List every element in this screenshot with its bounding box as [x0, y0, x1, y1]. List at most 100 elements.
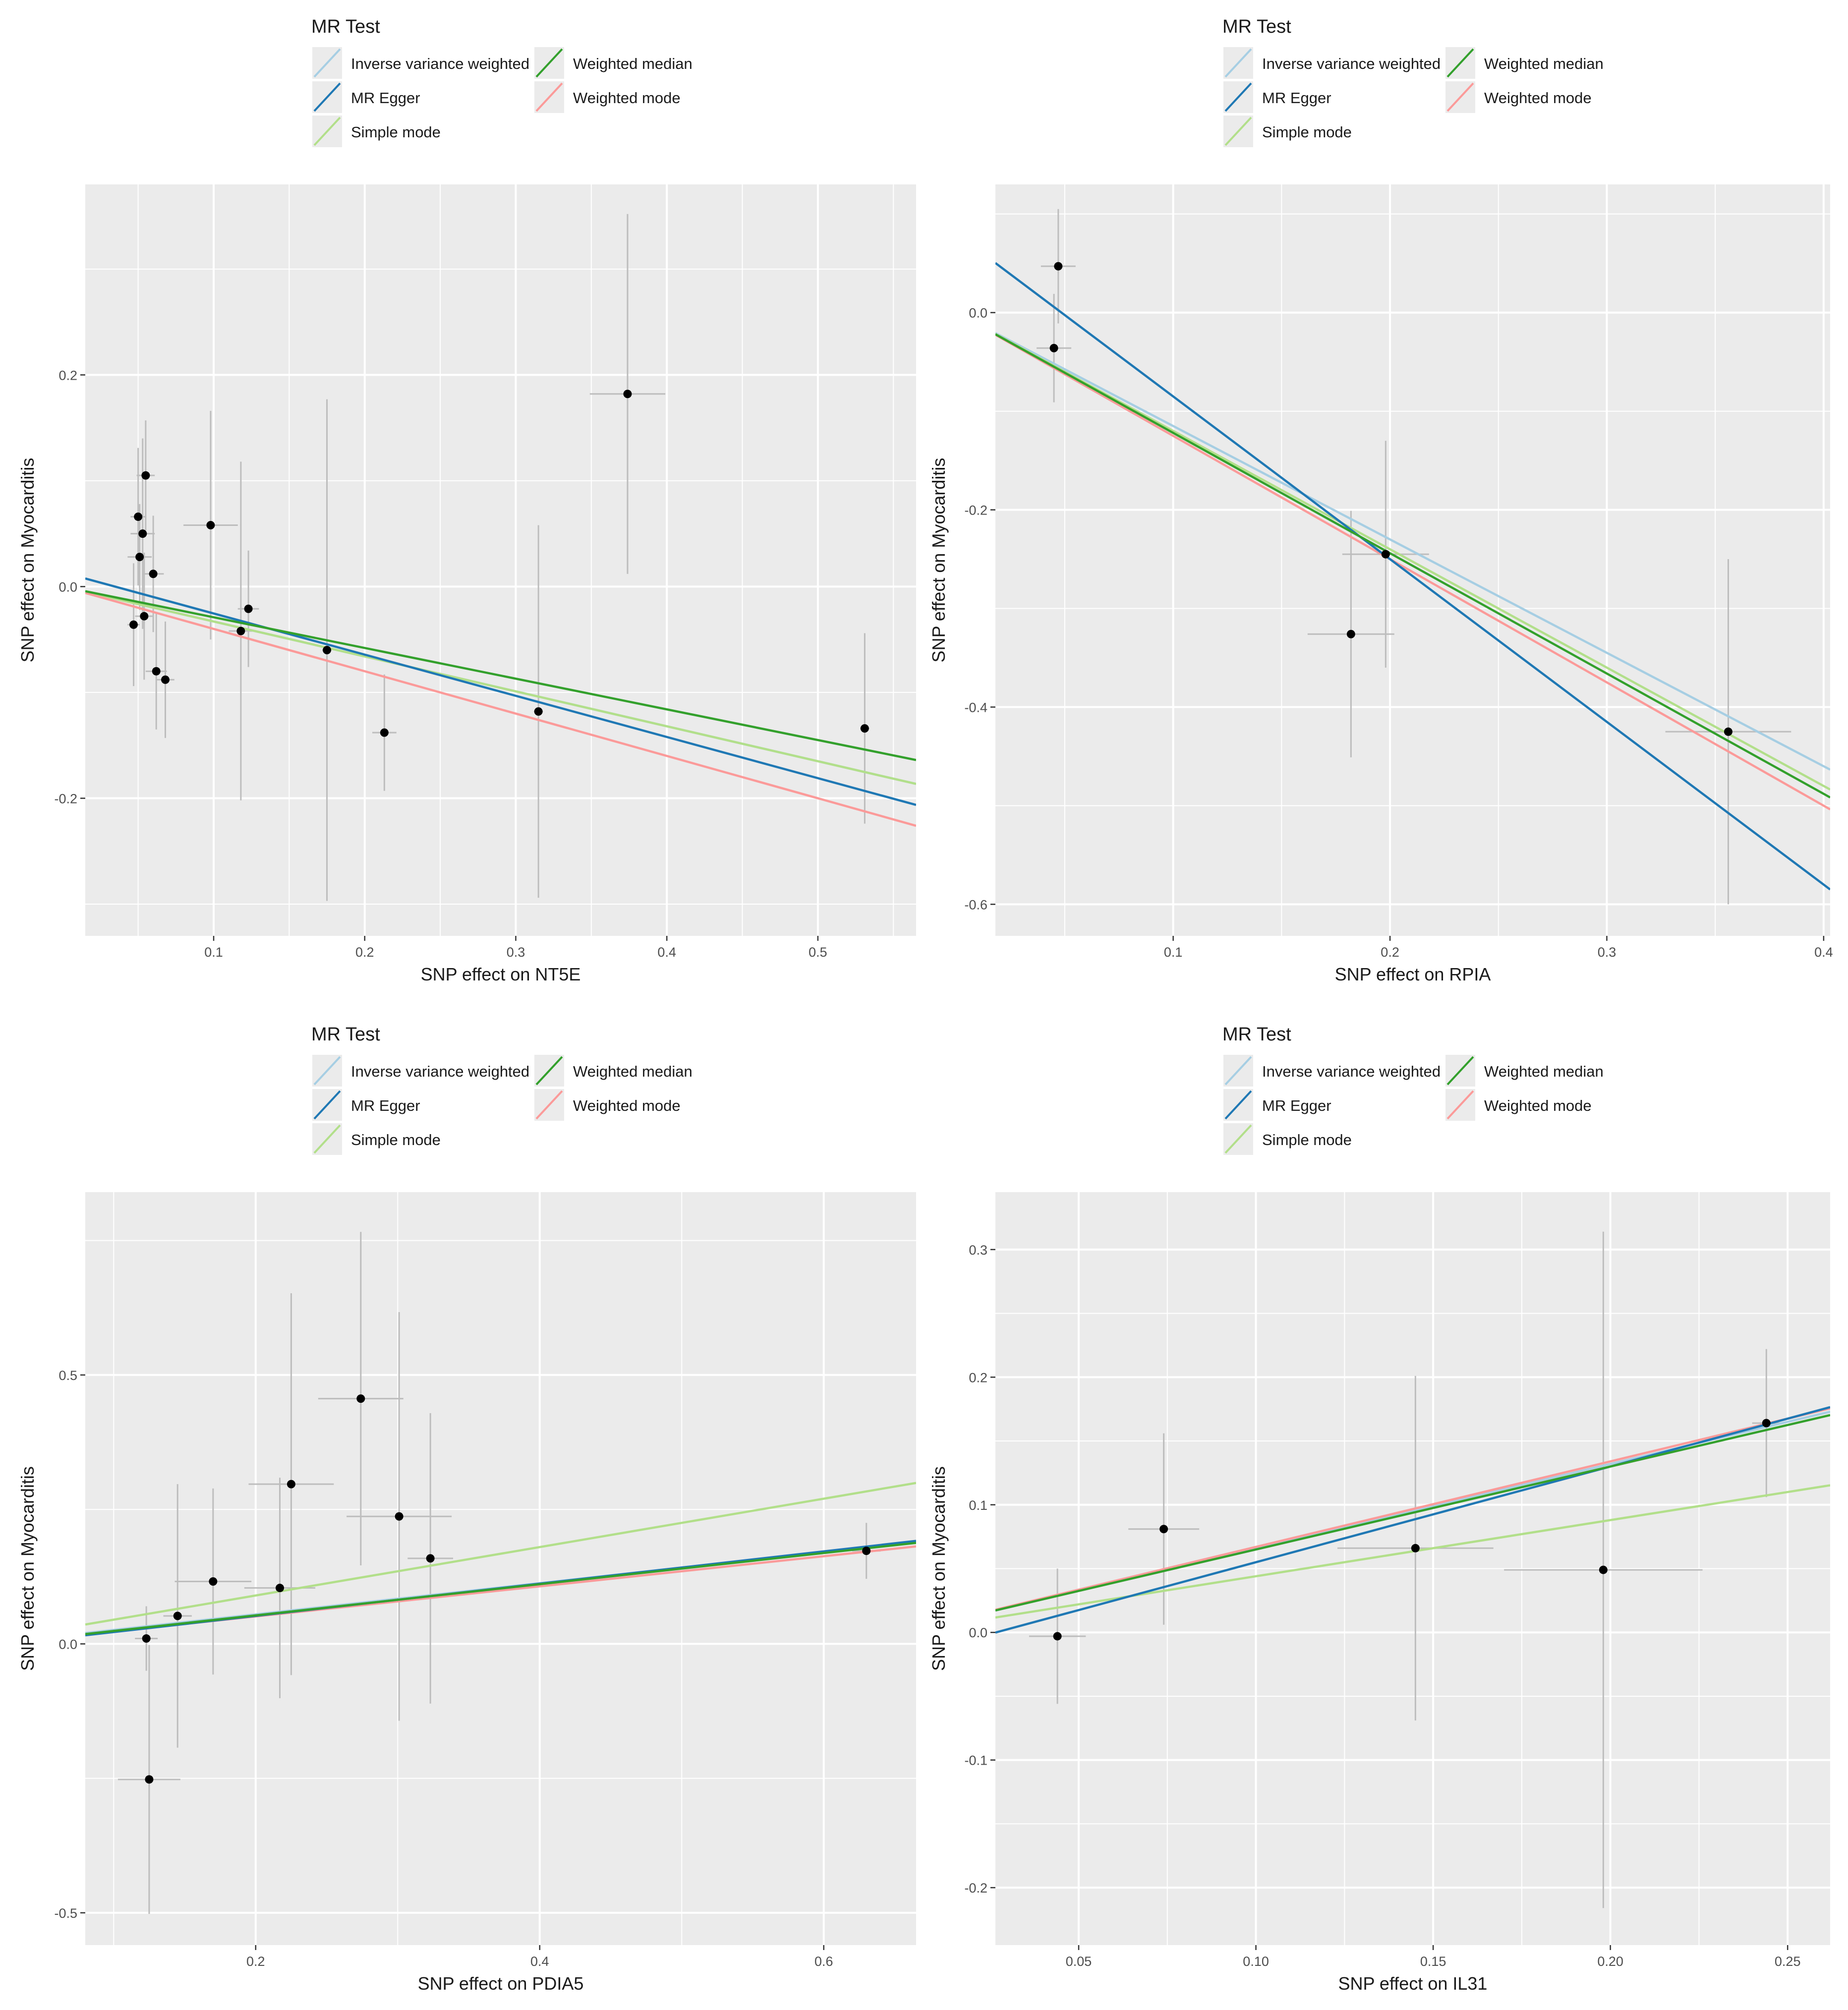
legend-key-line: [1224, 1090, 1252, 1120]
fit-line-inverse-variance-weighted: [995, 332, 1830, 771]
y-tick-label: -0.1: [964, 1753, 987, 1768]
snp-point: [152, 667, 161, 676]
fit-line-weighted-median: [995, 333, 1830, 799]
snp-point: [209, 1577, 218, 1586]
legend-item-weighted-median: Weighted median: [1445, 47, 1604, 79]
x-tick-label: 0.2: [355, 945, 374, 960]
y-tick-label: 0.2: [58, 368, 77, 383]
snp-point: [1159, 1525, 1168, 1534]
snp-point: [356, 1394, 365, 1403]
panel-2: MR Test Inverse variance weighted MR Egger…: [928, 16, 1833, 984]
x-tick-label: 0.4: [657, 945, 676, 960]
legend-key-line: [535, 1090, 563, 1120]
legend-label: MR Egger: [351, 1097, 420, 1114]
snp-point: [287, 1480, 295, 1489]
fit-line-weighted-mode: [995, 334, 1830, 810]
x-tick-label: 0.6: [814, 1954, 833, 1969]
x-tick-label: 0.25: [1775, 1954, 1801, 1969]
fit-line-simple-mode: [995, 333, 1830, 791]
fit-line-mr-egger: [85, 577, 916, 806]
snp-point: [173, 1611, 182, 1620]
legend-item-mr-egger: MR Egger: [1223, 1089, 1331, 1121]
y-axis-title: SNP effect on Myocarditis: [17, 458, 38, 663]
snp-point: [1054, 262, 1063, 271]
fit-line-weighted-median: [85, 1542, 916, 1635]
y-tick-label: 0.5: [58, 1368, 77, 1383]
legend-item-simple-mode: Simple mode: [312, 115, 441, 147]
legend-label: Simple mode: [1262, 123, 1352, 141]
snp-point: [862, 1547, 871, 1555]
fit-line-weighted-median: [85, 590, 916, 761]
y-tick-label: 0.0: [58, 579, 77, 594]
snp-point: [1049, 344, 1058, 352]
plot-area: [995, 1192, 1830, 1945]
legend-item-simple-mode: Simple mode: [1223, 115, 1352, 147]
snp-point: [426, 1554, 435, 1563]
legend-key-line: [313, 1090, 341, 1120]
snp-point: [623, 390, 632, 399]
y-tick-label: 0.2: [969, 1370, 987, 1385]
snp-point: [1724, 727, 1732, 736]
legend-key-line: [313, 1124, 341, 1154]
legend-item-weighted-median: Weighted median: [534, 47, 693, 79]
legend-item-inverse-variance-weighted: Inverse variance weighted: [1223, 1055, 1441, 1087]
legend-item-weighted-mode: Weighted mode: [534, 81, 681, 113]
legend-label: MR Egger: [1262, 1097, 1331, 1114]
legend-item-weighted-median: Weighted median: [1445, 1055, 1604, 1087]
legend-label: Weighted mode: [1484, 89, 1592, 107]
fit-line-weighted-median: [995, 1414, 1830, 1612]
snp-point: [860, 724, 869, 733]
y-tick-label: 0.0: [58, 1637, 77, 1652]
snp-point: [395, 1512, 404, 1521]
panel-3: MR Test Inverse variance weighted MR Egger…: [17, 1024, 916, 1994]
legend-key-line: [535, 1056, 563, 1086]
legend-label: MR Egger: [1262, 89, 1331, 107]
legend-key-line: [1446, 1090, 1474, 1120]
y-tick-label: 0.1: [969, 1498, 987, 1513]
legend-label: Weighted median: [1484, 1063, 1604, 1080]
snp-point: [1411, 1544, 1420, 1552]
legend-label: Weighted mode: [573, 89, 681, 107]
legend-key-line: [313, 1056, 341, 1086]
legend: MR Test Inverse variance weighted MR Egger…: [1222, 1024, 1604, 1155]
legend-title: MR Test: [1222, 1024, 1291, 1045]
snp-point: [206, 521, 215, 530]
legend-title: MR Test: [311, 1024, 380, 1045]
snp-point: [244, 604, 253, 613]
snp-point: [323, 645, 332, 654]
plot-area: [85, 1192, 916, 1945]
snp-point: [380, 728, 389, 737]
fit-line-weighted-mode: [995, 1407, 1830, 1611]
legend-item-simple-mode: Simple mode: [312, 1123, 441, 1155]
legend-label: Inverse variance weighted: [351, 55, 529, 72]
legend-label: Inverse variance weighted: [1262, 55, 1441, 72]
legend: MR Test Inverse variance weighted MR Egger…: [311, 16, 693, 147]
snp-point: [161, 675, 170, 684]
x-tick-label: 0.5: [808, 945, 827, 960]
legend-key-line: [313, 82, 341, 112]
x-tick-label: 0.20: [1597, 1954, 1623, 1969]
y-axis-title: SNP effect on Myocarditis: [17, 1466, 38, 1671]
legend-label: Inverse variance weighted: [1262, 1063, 1441, 1080]
legend-label: MR Egger: [351, 89, 420, 107]
legend-item-mr-egger: MR Egger: [1223, 81, 1331, 113]
legend-item-inverse-variance-weighted: Inverse variance weighted: [1223, 47, 1441, 79]
x-tick-label: 0.05: [1066, 1954, 1092, 1969]
y-axis-title: SNP effect on Myocarditis: [928, 458, 949, 663]
legend-item-inverse-variance-weighted: Inverse variance weighted: [312, 47, 529, 79]
fit-line-weighted-mode: [85, 592, 916, 827]
snp-point: [145, 1775, 154, 1784]
legend-label: Weighted median: [573, 1063, 693, 1080]
fit-line-mr-egger: [995, 1406, 1830, 1634]
plot-panel-background: [995, 184, 1830, 936]
panel-1: MR Test Inverse variance weighted MR Egger…: [17, 16, 916, 984]
legend: MR Test Inverse variance weighted MR Egger…: [311, 1024, 693, 1155]
legend-label: Weighted mode: [573, 1097, 681, 1114]
snp-point: [149, 570, 158, 578]
x-tick-label: 0.1: [204, 945, 223, 960]
legend-key-line: [1446, 1056, 1474, 1086]
legend-label: Weighted median: [573, 55, 693, 72]
fit-line-simple-mode: [85, 1482, 916, 1626]
legend-item-inverse-variance-weighted: Inverse variance weighted: [312, 1055, 529, 1087]
